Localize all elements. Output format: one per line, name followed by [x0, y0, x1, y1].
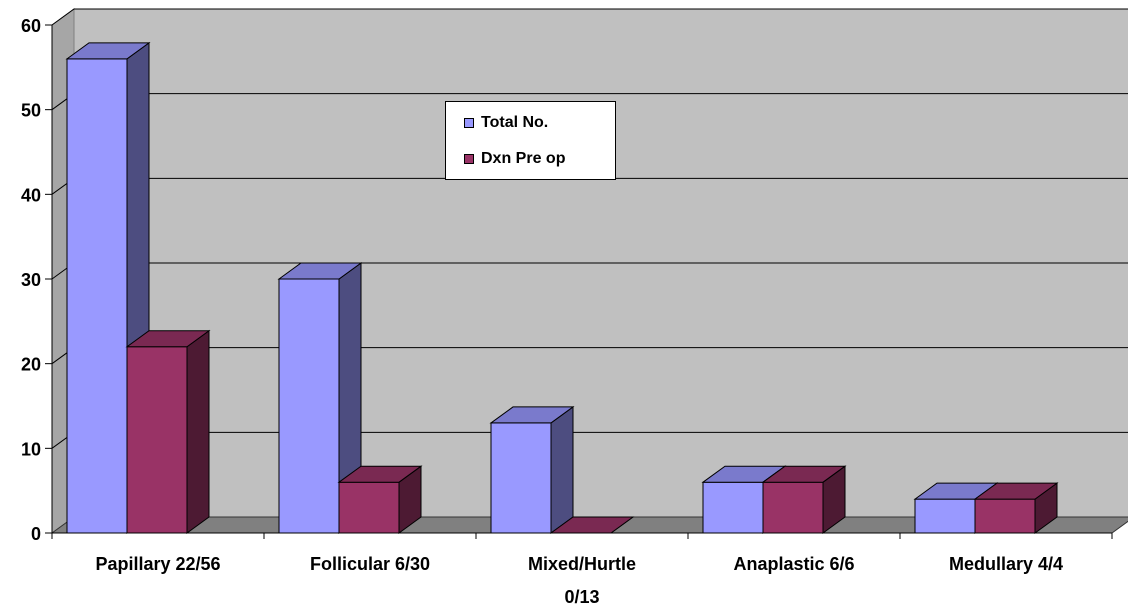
bar-top	[337, 465, 423, 483]
chart-legend: Total No. Dxn Pre op	[445, 101, 616, 180]
bar-1-1	[337, 465, 423, 534]
y-tick-label-5: 50	[21, 101, 41, 121]
bar-side	[550, 405, 574, 534]
gridline-6	[51, 8, 1128, 26]
bar-top	[549, 516, 635, 534]
y-tick-label-4: 40	[21, 185, 41, 205]
bar-side	[186, 329, 210, 534]
bar-front	[762, 481, 824, 534]
bar-front	[66, 58, 128, 534]
bar-top	[761, 465, 847, 483]
bar-front	[702, 481, 764, 534]
bar-top	[489, 406, 575, 424]
legend-swatch-total	[464, 118, 474, 128]
bar-top	[125, 330, 211, 348]
y-tick-label-6: 60	[21, 16, 41, 36]
bar-top	[65, 42, 151, 60]
legend-item-total: Total No.	[464, 114, 548, 132]
bar-top	[277, 262, 363, 280]
legend-swatch-dxn	[464, 154, 474, 164]
x-tick-label-4: Medullary 4/4	[949, 554, 1063, 574]
bar-1-4	[973, 482, 1059, 534]
legend-label-dxn: Dxn Pre op	[481, 150, 566, 167]
bar-0-1	[277, 262, 363, 534]
bar-1-2	[549, 516, 635, 534]
bar-front	[338, 481, 400, 534]
legend-label-total: Total No.	[481, 114, 549, 131]
bar-front	[490, 422, 552, 534]
y-tick-label-0: 0	[31, 524, 41, 544]
y-tick-label-1: 10	[21, 439, 41, 459]
x-tick-label-2-line-0: Mixed/Hurtle	[528, 554, 636, 574]
bar-1-0	[125, 329, 211, 534]
bar-1-3	[761, 465, 847, 534]
bar-front	[974, 498, 1036, 534]
x-tick-label-0: Papillary 22/56	[95, 554, 220, 574]
legend-item-dxn: Dxn Pre op	[464, 150, 565, 168]
y-tick-label-2: 20	[21, 355, 41, 375]
bar-front	[914, 498, 976, 534]
bar-front	[278, 278, 340, 534]
y-tick-label-3: 30	[21, 270, 41, 290]
bar-0-2	[489, 405, 575, 534]
x-tick-label-3: Anaplastic 6/6	[733, 554, 854, 574]
bar-front	[126, 346, 188, 534]
x-tick-label-1: Follicular 6/30	[310, 554, 430, 574]
bar-top	[973, 482, 1059, 500]
x-tick-label-2-line-1: 0/13	[564, 587, 599, 607]
